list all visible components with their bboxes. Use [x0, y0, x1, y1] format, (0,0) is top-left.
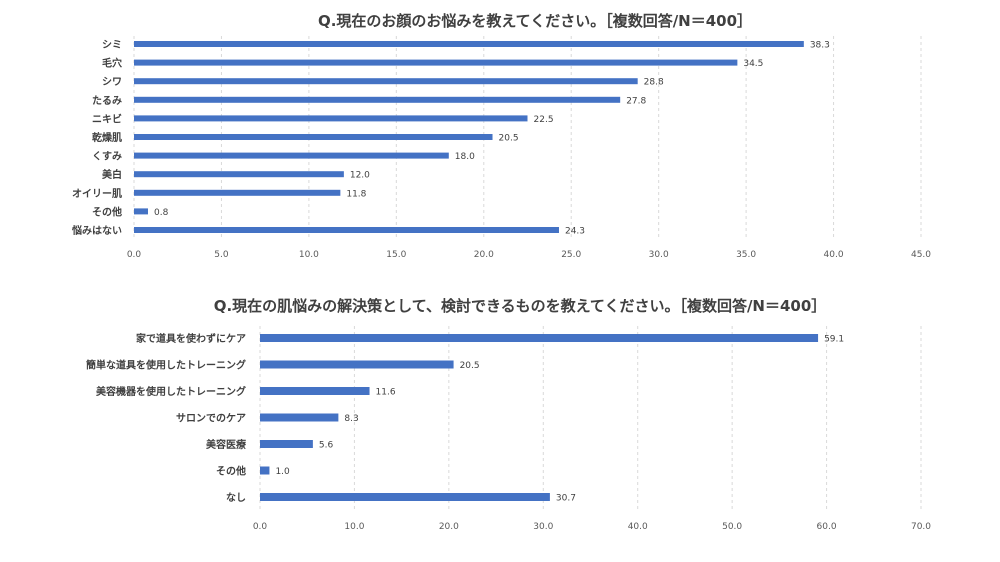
x-tick-label: 60.0: [817, 522, 837, 532]
category-label: 家で道具を使わずにケア: [136, 332, 246, 345]
chart-title: Q.現在の肌悩みの解決策として、検討できるものを教えてください。［複数回答/N＝…: [213, 297, 827, 315]
x-tick-label: 15.0: [386, 250, 406, 260]
x-tick-label: 45.0: [911, 250, 931, 260]
x-tick-label: 40.0: [628, 522, 648, 532]
data-label: 20.5: [499, 134, 519, 144]
chart-plot: 0.0 5.0 10.0 15.0 20.0 25.0 30.0 35.0 40.0 45.0 シミ…: [71, 36, 931, 260]
x-tick-label: 35.0: [736, 250, 756, 260]
x-tick-label: 10.0: [299, 250, 319, 260]
bar: [134, 134, 493, 140]
bar: [134, 152, 449, 159]
data-label: 22.5: [534, 115, 554, 125]
chart-title: Q.現在のお顔のお悩みを教えてください。［複数回答/N＝400］: [317, 12, 753, 30]
bar: [134, 171, 344, 178]
data-label: 28.8: [644, 78, 664, 88]
x-tick-label: 25.0: [561, 250, 581, 260]
category-label: その他: [92, 205, 122, 218]
category-label: 美容医療: [206, 438, 246, 451]
x-tick-label: 20.0: [474, 250, 494, 260]
data-label: 18.0: [455, 152, 475, 162]
bar: [260, 440, 313, 448]
x-tick-label: 10.0: [344, 522, 364, 532]
chart-solutions: Q.現在の肌悩みの解決策として、検討できるものを教えてください。［複数回答/N＝…: [0, 284, 1000, 554]
category-label: 美白: [102, 168, 122, 181]
data-label: 5.6: [319, 441, 334, 451]
x-tick-label: 0.0: [127, 250, 142, 260]
x-tick-label: 50.0: [722, 522, 742, 532]
x-tick-label: 30.0: [649, 250, 669, 260]
x-tick-label: 5.0: [214, 250, 229, 260]
bar: [260, 413, 339, 422]
data-label: 30.7: [556, 494, 576, 504]
category-label: 悩みはない: [71, 224, 122, 237]
data-label: 1.0: [275, 467, 290, 477]
data-label: 11.6: [376, 388, 396, 398]
category-label: たるみ: [92, 95, 122, 107]
bar: [260, 466, 270, 475]
bar: [134, 41, 804, 47]
data-label: 11.8: [346, 189, 366, 199]
category-label: なし: [226, 492, 246, 504]
x-tick-label: 30.0: [533, 522, 553, 532]
bar: [134, 208, 148, 215]
data-label: 34.5: [743, 59, 763, 69]
category-label: その他: [216, 465, 246, 478]
data-label: 0.8: [154, 208, 169, 218]
x-tick-label: 0.0: [253, 522, 268, 532]
bar: [134, 59, 738, 66]
bar: [134, 227, 559, 233]
bar: [260, 334, 819, 342]
category-label: 美容機器を使用したトレーニング: [96, 385, 246, 398]
category-label: 簡単な道具を使用したトレーニング: [86, 359, 246, 372]
category-label: サロンでのケア: [176, 413, 246, 425]
data-label: 12.0: [350, 171, 370, 181]
category-label: ニキビ: [92, 112, 122, 125]
x-tick-label: 40.0: [824, 250, 844, 260]
data-label: 8.3: [344, 414, 358, 424]
category-label: シワ: [102, 76, 122, 88]
data-label: 59.1: [824, 335, 844, 345]
data-label: 24.3: [565, 227, 585, 237]
bar: [134, 78, 638, 85]
x-tick-label: 20.0: [439, 522, 459, 532]
data-label: 20.5: [460, 361, 480, 371]
bar: [260, 387, 370, 395]
bar: [134, 115, 528, 122]
category-label: 乾燥肌: [92, 131, 122, 144]
bar: [134, 189, 341, 196]
chart-plot: 0.0 10.0 20.0 30.0 40.0 50.0 60.0 70.0 家で道具を使わずに…: [86, 326, 931, 532]
x-tick-label: 70.0: [911, 522, 931, 532]
chart-face-concerns: Q.現在のお顔のお悩みを教えてください。［複数回答/N＝400］ 0.0 5.0 1…: [0, 0, 1000, 275]
category-label: オイリー肌: [72, 188, 122, 200]
category-label: 毛穴: [102, 57, 122, 70]
category-label: くすみ: [92, 151, 122, 163]
data-label: 38.3: [810, 41, 830, 51]
bar: [260, 360, 454, 369]
data-label: 27.8: [626, 96, 646, 106]
category-label: シミ: [102, 39, 122, 51]
bar: [134, 96, 621, 103]
bar: [260, 493, 550, 501]
